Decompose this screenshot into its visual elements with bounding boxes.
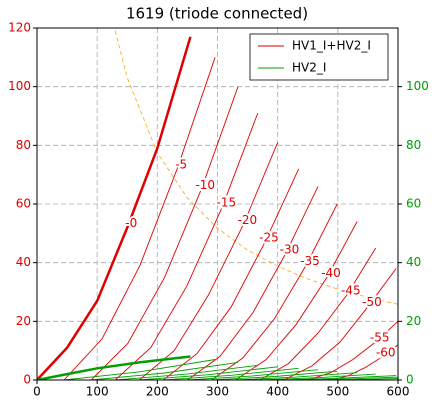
y2-tick-label: 20 bbox=[406, 314, 421, 328]
curve-label: -30 bbox=[280, 242, 300, 256]
x-tick-label: 600 bbox=[387, 385, 410, 399]
y-tick-label: 80 bbox=[16, 138, 31, 152]
x-tick-label: 300 bbox=[206, 385, 229, 399]
curve-label: -55 bbox=[370, 330, 390, 344]
y2-tick-label: 60 bbox=[406, 197, 421, 211]
curve bbox=[211, 370, 338, 380]
power-curve bbox=[114, 30, 398, 305]
plot-frame bbox=[36, 27, 399, 381]
curve bbox=[90, 86, 239, 380]
x-tick-label: 400 bbox=[266, 385, 289, 399]
y-tick-label: 120 bbox=[8, 21, 31, 35]
y-tick-label: 100 bbox=[8, 79, 31, 93]
curve-label: -5 bbox=[175, 157, 187, 171]
y2-tick-label: 0 bbox=[406, 373, 414, 387]
curve-label: -20 bbox=[238, 213, 258, 227]
curve bbox=[187, 369, 319, 380]
curve bbox=[187, 186, 319, 380]
y2-tick-label: 80 bbox=[406, 138, 421, 152]
x-tick-label: 0 bbox=[33, 385, 41, 399]
curve bbox=[211, 203, 338, 380]
y2-tick-label: 100 bbox=[406, 79, 429, 93]
curve-label: -25 bbox=[259, 231, 279, 245]
curve-label: -45 bbox=[341, 283, 361, 297]
curve bbox=[235, 372, 358, 380]
curve-label: -15 bbox=[217, 195, 237, 209]
y-tick-label: 0 bbox=[23, 373, 31, 387]
curve bbox=[91, 361, 239, 380]
curve bbox=[235, 221, 358, 380]
y2-tick-label: 40 bbox=[406, 255, 421, 269]
legend-box bbox=[249, 33, 389, 81]
curve bbox=[37, 36, 192, 380]
curve bbox=[259, 373, 376, 380]
curve-label: -50 bbox=[362, 295, 382, 309]
curve-label: -60 bbox=[376, 346, 396, 360]
x-tick-label: 500 bbox=[326, 385, 349, 399]
legend-label: HV2_I bbox=[292, 61, 326, 75]
y-tick-label: 20 bbox=[16, 314, 31, 328]
curve bbox=[37, 355, 191, 380]
curve bbox=[331, 344, 398, 380]
curve bbox=[259, 247, 377, 380]
curve bbox=[114, 112, 259, 380]
legend-label: HV1_I+HV2_I bbox=[292, 39, 371, 53]
curve bbox=[64, 359, 216, 380]
curve bbox=[63, 57, 216, 380]
curve-label: -35 bbox=[300, 254, 320, 268]
curve bbox=[283, 268, 397, 380]
y-tick-label: 60 bbox=[16, 197, 31, 211]
x-tick-label: 200 bbox=[146, 385, 169, 399]
x-tick-label: 100 bbox=[86, 385, 109, 399]
curve-label: -0 bbox=[125, 216, 137, 230]
curve-label: -10 bbox=[195, 178, 215, 192]
curve-label: -40 bbox=[321, 266, 341, 280]
curve bbox=[139, 366, 278, 380]
curve bbox=[163, 168, 300, 380]
curve bbox=[283, 375, 397, 380]
curve bbox=[163, 367, 299, 380]
y-tick-label: 40 bbox=[16, 255, 31, 269]
chart-title: 1619 (triode connected) bbox=[126, 5, 308, 23]
curve bbox=[115, 364, 258, 380]
